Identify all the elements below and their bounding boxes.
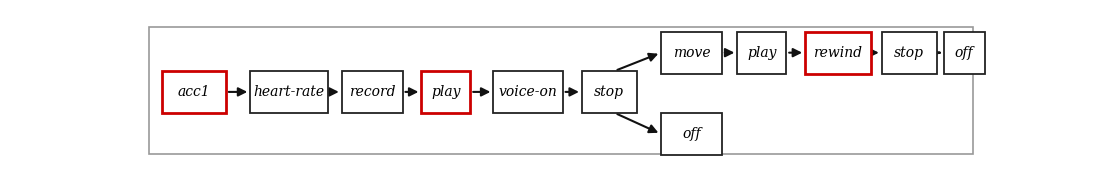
FancyBboxPatch shape — [250, 71, 328, 113]
FancyBboxPatch shape — [342, 71, 402, 113]
Text: acc1: acc1 — [178, 85, 211, 99]
FancyBboxPatch shape — [581, 71, 637, 113]
FancyBboxPatch shape — [882, 32, 937, 74]
Text: play: play — [431, 85, 460, 99]
FancyBboxPatch shape — [661, 113, 722, 155]
FancyBboxPatch shape — [661, 32, 722, 74]
Text: off: off — [682, 127, 701, 141]
FancyBboxPatch shape — [421, 71, 470, 113]
Text: move: move — [672, 46, 710, 60]
Text: play: play — [747, 46, 776, 60]
Text: off: off — [955, 46, 974, 60]
FancyBboxPatch shape — [944, 32, 985, 74]
Text: rewind: rewind — [813, 46, 862, 60]
Text: heart-rate: heart-rate — [254, 85, 325, 99]
Text: stop: stop — [894, 46, 925, 60]
FancyBboxPatch shape — [493, 71, 563, 113]
Text: voice-on: voice-on — [498, 85, 557, 99]
FancyBboxPatch shape — [804, 32, 871, 74]
Text: stop: stop — [595, 85, 624, 99]
Text: record: record — [349, 85, 396, 99]
FancyBboxPatch shape — [737, 32, 786, 74]
FancyBboxPatch shape — [163, 71, 226, 113]
